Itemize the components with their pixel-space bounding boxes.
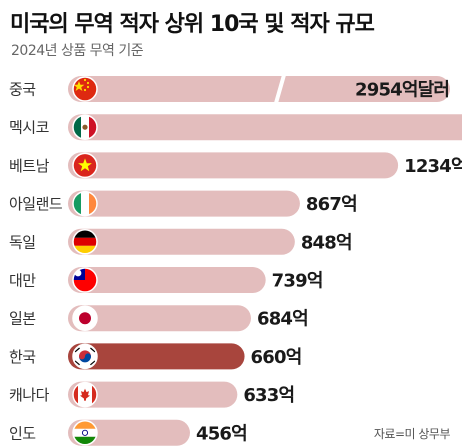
- chart-subtitle: 2024년 상품 무역 기준: [11, 43, 144, 59]
- bar: [68, 76, 450, 102]
- taiwan-flag: [72, 267, 98, 293]
- country-label: 아일랜드: [9, 195, 63, 213]
- bar-row: 인도 456억: [9, 419, 248, 446]
- chart-title: 미국의 무역 적자 상위 10국 및 적자 규모: [10, 12, 375, 37]
- country-label: 한국: [9, 348, 36, 366]
- bar: [68, 190, 300, 217]
- korea-flag: [72, 343, 98, 370]
- value-label: 1234억: [404, 156, 462, 177]
- bar-row: 한국 660억: [9, 343, 302, 370]
- country-label: 멕시코: [9, 119, 49, 137]
- value-label: 739억: [272, 271, 323, 292]
- india-flag: [72, 420, 98, 446]
- bar: [68, 343, 245, 370]
- bar-row: 독일 848억: [9, 228, 353, 255]
- bar-row: 베트남 1234억: [9, 152, 462, 179]
- value-label: 867억: [306, 194, 357, 215]
- bar: [68, 419, 190, 446]
- bar-row: 중국 2954억달러: [9, 74, 450, 104]
- bar-row: 멕시코1718억: [9, 114, 462, 141]
- bar-row: 일본 684억: [9, 305, 309, 332]
- bar: [68, 152, 399, 179]
- vietnam-flag: [72, 152, 98, 179]
- value-label: 684억: [257, 309, 308, 330]
- japan-flag: [72, 305, 98, 331]
- country-label: 인도: [9, 424, 36, 442]
- value-label: 633억: [243, 385, 294, 406]
- country-label: 독일: [9, 233, 36, 251]
- ireland-flag: [72, 190, 98, 217]
- value-label: 2954억달러: [355, 80, 449, 101]
- value-label: 456억: [196, 423, 247, 444]
- country-label: 캐나다: [9, 386, 50, 404]
- value-label: 848억: [301, 232, 352, 253]
- bar-row: 아일랜드 867억: [9, 190, 358, 217]
- canada-flag: [72, 381, 98, 408]
- bar-row: 대만 739억: [9, 267, 323, 293]
- bar: [68, 267, 266, 293]
- country-label: 대만: [9, 272, 36, 290]
- country-label: 중국: [9, 81, 36, 99]
- bar: [68, 228, 295, 255]
- country-label: 베트남: [9, 157, 50, 175]
- bar: [68, 114, 462, 141]
- value-label: 660억: [251, 347, 302, 368]
- mexico-flag: [72, 114, 98, 140]
- germany-flag: [72, 229, 98, 255]
- bar-row: 캐나다 633억: [9, 381, 295, 408]
- axis-break-mark: [274, 74, 286, 104]
- source-note: 자료=미 상무부: [373, 427, 451, 441]
- bar: [68, 305, 251, 332]
- china-flag: [72, 76, 98, 102]
- country-label: 일본: [9, 310, 36, 328]
- bar: [68, 381, 238, 408]
